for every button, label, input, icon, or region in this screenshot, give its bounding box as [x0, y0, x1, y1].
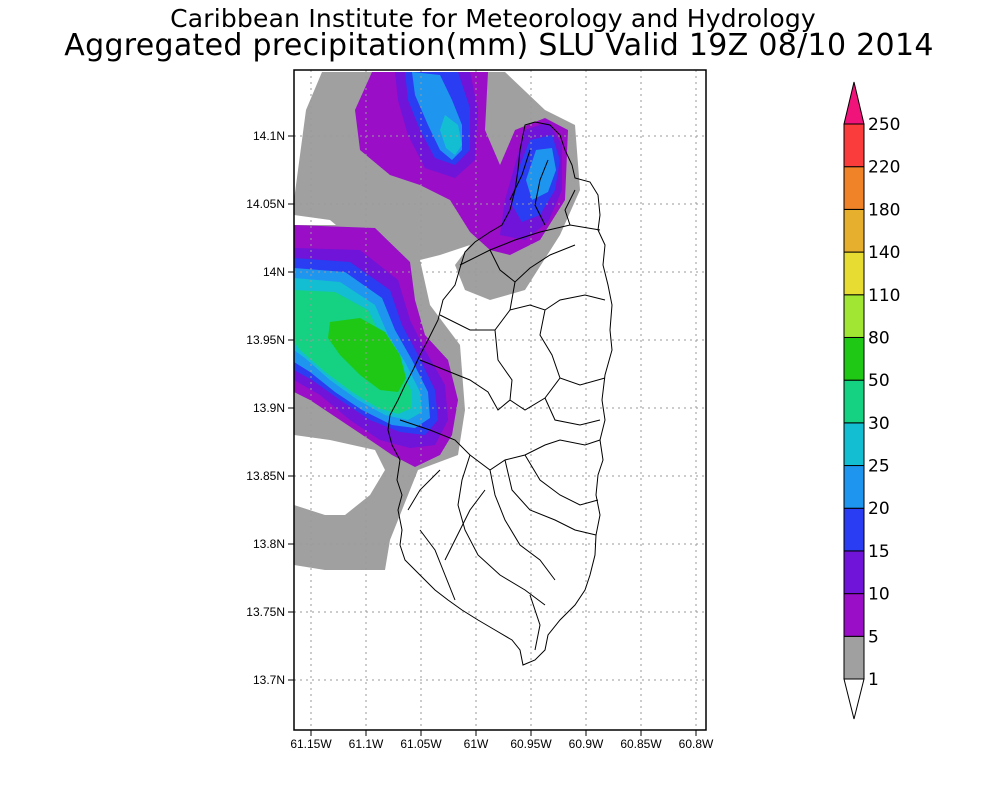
precipitation-shading: [294, 72, 580, 570]
colorbar-segment: [843, 336, 865, 381]
lat-label: 14.05N: [246, 197, 285, 211]
lon-label: 60.85W: [620, 737, 662, 751]
lat-label: 13.85N: [246, 469, 285, 483]
colorbar-segment: [843, 465, 865, 509]
colorbar-segment: [843, 507, 865, 552]
colorbar-label: 220: [868, 158, 900, 178]
lon-labels: 61.15W 61.1W 61.05W 61W 60.95W 60.9W 60.…: [290, 737, 714, 751]
lon-label: 61W: [464, 737, 489, 751]
colorbar-segment: [843, 379, 865, 424]
colorbar-label: 20: [868, 499, 890, 519]
lon-label: 61.1W: [349, 737, 384, 751]
colorbar-label: 180: [868, 200, 900, 220]
plot-frame: [293, 69, 707, 731]
colorbar-label: 50: [868, 371, 890, 391]
island-coastline: [387, 121, 613, 666]
island-outline: [387, 121, 613, 666]
colorbar-segment: [843, 635, 865, 680]
colorbar-segment: [843, 166, 865, 210]
colorbar-label: 110: [868, 286, 900, 306]
colorbar-label: 30: [868, 414, 890, 434]
lon-label: 60.95W: [510, 737, 552, 751]
colorbar-label: 5: [868, 627, 879, 647]
colorbar-segment: [843, 208, 865, 253]
title-product: Aggregated precipitation(mm) SLU Valid 1…: [64, 28, 934, 63]
shade-50-80mm-west: [328, 318, 406, 392]
lat-label: 13.7N: [253, 673, 285, 687]
lon-label: 61.05W: [400, 737, 442, 751]
lat-labels: 14.1N 14.05N 14N 13.95N 13.9N 13.85N 13.…: [246, 129, 285, 687]
lat-label: 13.95N: [246, 333, 285, 347]
lat-tick-marks: [288, 135, 294, 681]
lat-label: 14.1N: [253, 129, 285, 143]
lat-label: 13.75N: [246, 605, 285, 619]
colorbar-segment: [843, 550, 865, 595]
colorbar-under-triangle: [843, 678, 865, 720]
colorbar-label: 1: [868, 670, 879, 690]
colorbar-over-triangle: [843, 81, 865, 125]
lat-label: 13.8N: [253, 537, 285, 551]
colorbar-label: 25: [868, 457, 890, 477]
shade-20-25mm-ne: [526, 148, 556, 200]
colorbar-segment: [843, 251, 865, 296]
lat-label: 13.9N: [253, 401, 285, 415]
colorbar-segment: [843, 593, 865, 637]
title-institute: Caribbean Institute for Meteorology and …: [170, 4, 816, 33]
grid-lines: [294, 70, 706, 730]
lon-label: 60.8W: [679, 737, 714, 751]
colorbar-label: 10: [868, 585, 890, 605]
colorbar-segment: [843, 294, 865, 338]
colorbar-segment: [843, 422, 865, 467]
lon-label: 60.9W: [569, 737, 604, 751]
colorbar-label: 15: [868, 542, 890, 562]
colorbar-segment: [843, 123, 865, 168]
shade-25-30mm-north: [440, 115, 462, 155]
colorbar-label: 250: [868, 115, 900, 135]
colorbar-label: 80: [868, 328, 890, 348]
colorbar-label: 140: [868, 243, 900, 263]
lon-tick-marks: [310, 730, 697, 736]
lat-label: 14N: [263, 265, 285, 279]
lon-label: 61.15W: [290, 737, 332, 751]
